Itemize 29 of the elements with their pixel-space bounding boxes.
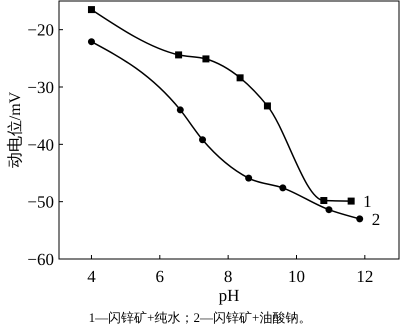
- x-axis-title: pH: [218, 286, 240, 305]
- x-tick-label: 12: [356, 267, 374, 286]
- point: [325, 206, 332, 214]
- series-label: 2: [372, 210, 380, 229]
- point: [199, 136, 206, 144]
- text: 1—闪锌矿+纯水；2—闪锌矿+油酸钠。: [88, 310, 312, 325]
- x-tick-label: 4: [87, 267, 96, 286]
- y-tick-label: −50: [27, 192, 54, 212]
- point: [245, 174, 252, 182]
- point: [202, 55, 210, 62]
- x-tick-label: 10: [288, 267, 305, 286]
- y-axis-title: 动电位/mV: [6, 91, 24, 168]
- y-tick-label: −20: [27, 20, 54, 40]
- point: [88, 6, 95, 14]
- y-tick-label: −40: [27, 135, 54, 154]
- point: [356, 215, 364, 222]
- point: [88, 38, 95, 46]
- point: [348, 198, 355, 205]
- x-tick-label: 8: [224, 267, 232, 286]
- point: [320, 197, 328, 204]
- y-tick-label: −60: [27, 250, 54, 269]
- point: [175, 51, 182, 58]
- y-tick-label: −30: [27, 78, 54, 97]
- x-tick-label: 6: [156, 267, 164, 286]
- point: [236, 74, 244, 82]
- point: [176, 106, 184, 114]
- series-label: 1: [363, 192, 372, 212]
- point: [264, 102, 271, 110]
- point: [279, 184, 286, 192]
